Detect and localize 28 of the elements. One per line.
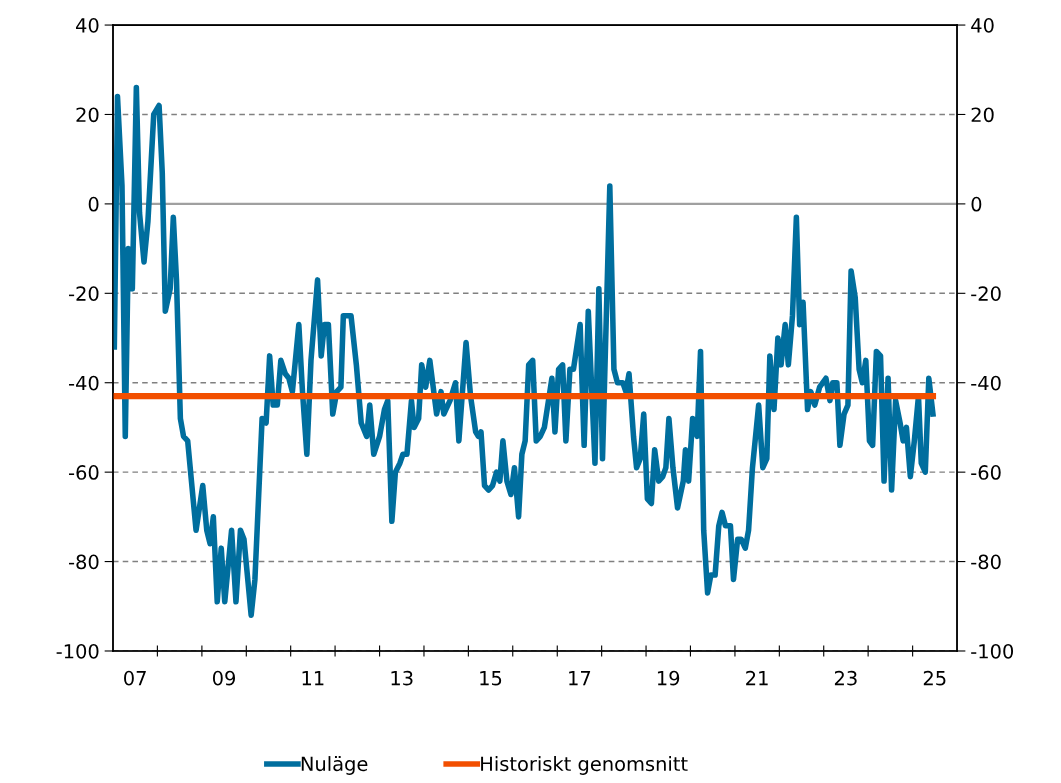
x-tick-label: 17 [569, 671, 591, 686]
y2-tick-label: -60 [971, 465, 1001, 480]
y2-tick-label: 20 [971, 107, 994, 123]
y-tick-label: 0 [88, 196, 99, 212]
y-tick-label: -60 [68, 465, 99, 480]
x-tick-label: 25 [923, 670, 946, 686]
y-tick-label: -20 [68, 286, 99, 301]
legend-label: Historiskt genomsnitt [481, 756, 688, 775]
y2-tick-label: -80 [971, 554, 1001, 570]
x-tick-label: 11 [302, 671, 324, 686]
y2-tick-label: 40 [971, 18, 994, 33]
y-tick-label: 40 [76, 18, 99, 33]
y-tick-label: 20 [76, 107, 99, 123]
legend-label: Nuläge [301, 756, 368, 775]
y2-tick-label: -20 [971, 286, 1001, 301]
y-tick-label: -100 [56, 643, 99, 659]
x-tick-label: 19 [657, 670, 680, 686]
x-tick-label: 21 [746, 670, 768, 686]
x-tick-label: 13 [391, 670, 413, 686]
x-tick-label: 23 [834, 670, 857, 686]
y-tick-label: -80 [68, 554, 99, 570]
x-tick-label: 15 [480, 671, 502, 686]
y2-tick-label: 0 [971, 196, 982, 212]
y-tick-label: -40 [68, 375, 99, 391]
y2-tick-label: -100 [971, 643, 1014, 659]
y2-tick-label: -40 [971, 375, 1001, 391]
x-tick-label: 07 [124, 670, 146, 686]
x-tick-label: 09 [212, 670, 236, 686]
